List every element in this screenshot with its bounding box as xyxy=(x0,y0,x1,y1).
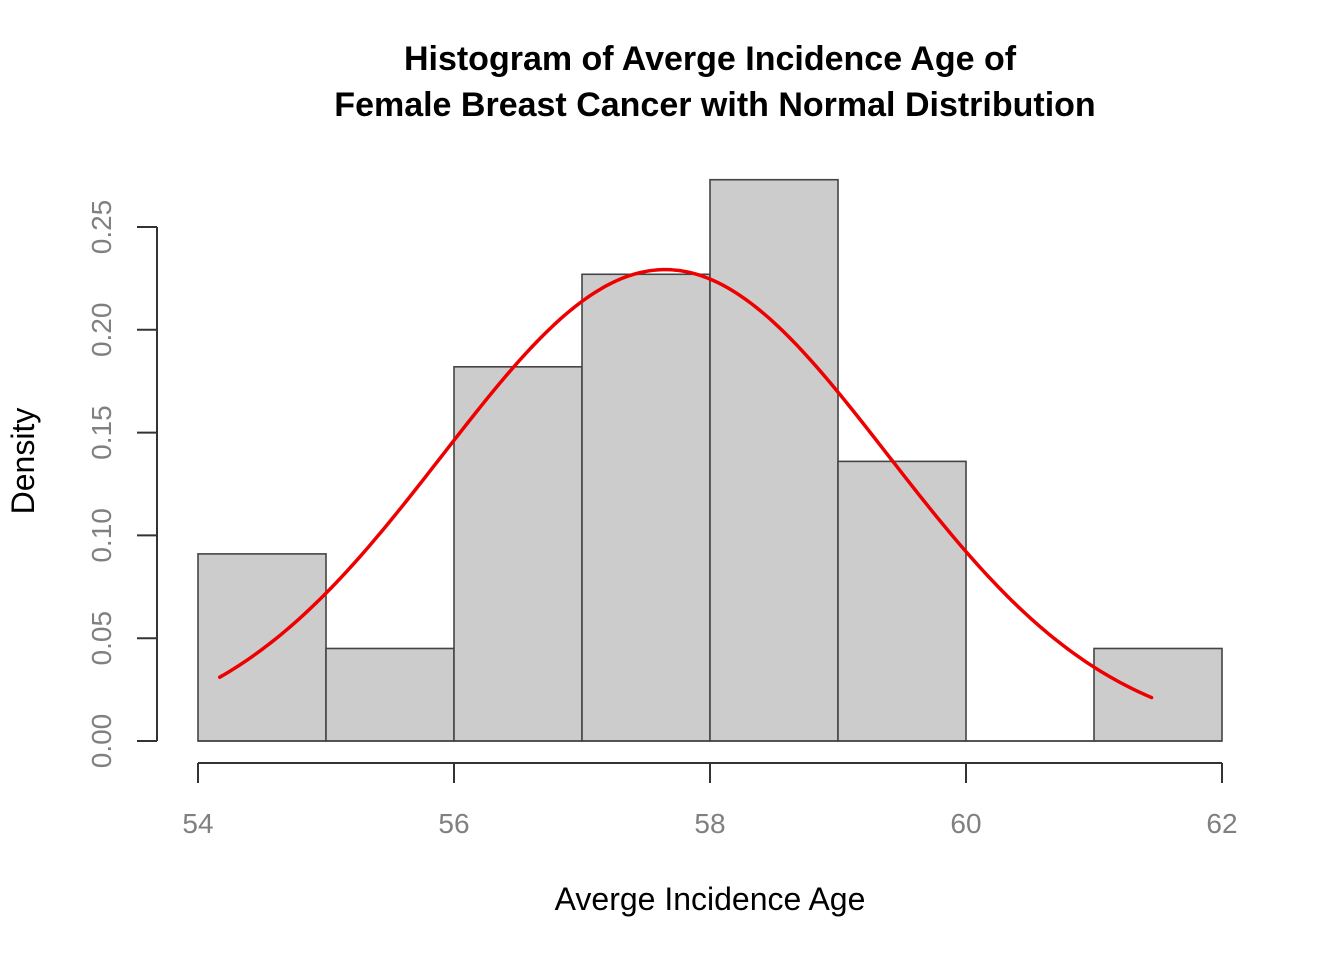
chart-title-line-2: Female Breast Cancer with Normal Distrib… xyxy=(334,86,1095,124)
histogram-bar-2 xyxy=(453,366,583,742)
y-tick-label-0: 0.00 xyxy=(86,714,117,769)
chart-title-line-1: Histogram of Averge Incidence Age of xyxy=(404,40,1017,78)
y-tick-label-4: 0.20 xyxy=(86,303,117,358)
x-axis-title: Averge Incidence Age xyxy=(555,881,866,917)
x-tick-label-4: 62 xyxy=(1206,808,1237,839)
y-tick-label-3: 0.15 xyxy=(86,405,117,460)
x-tick-label-3: 60 xyxy=(950,808,981,839)
histogram-bar-1 xyxy=(325,647,455,742)
y-tick-label-2: 0.10 xyxy=(86,508,117,563)
histogram-bar-4 xyxy=(709,178,839,742)
histogram-bar-7 xyxy=(1093,647,1223,742)
x-tick-label-2: 58 xyxy=(694,808,725,839)
y-tick-label-1: 0.05 xyxy=(86,611,117,666)
x-axis-ticks: 54 56 58 60 62 xyxy=(182,763,1238,839)
y-axis-title: Density xyxy=(5,408,41,515)
x-tick-label-0: 54 xyxy=(182,808,213,839)
histogram-bar-3 xyxy=(581,273,711,742)
y-tick-label-5: 0.25 xyxy=(86,200,117,255)
histogram-bars xyxy=(197,178,1223,742)
y-axis-ticks: 0.00 0.05 0.10 0.15 0.20 0.25 xyxy=(86,200,157,769)
histogram-bar-5 xyxy=(837,460,967,742)
normal-distribution-curve xyxy=(218,267,1154,700)
x-tick-label-1: 56 xyxy=(438,808,469,839)
